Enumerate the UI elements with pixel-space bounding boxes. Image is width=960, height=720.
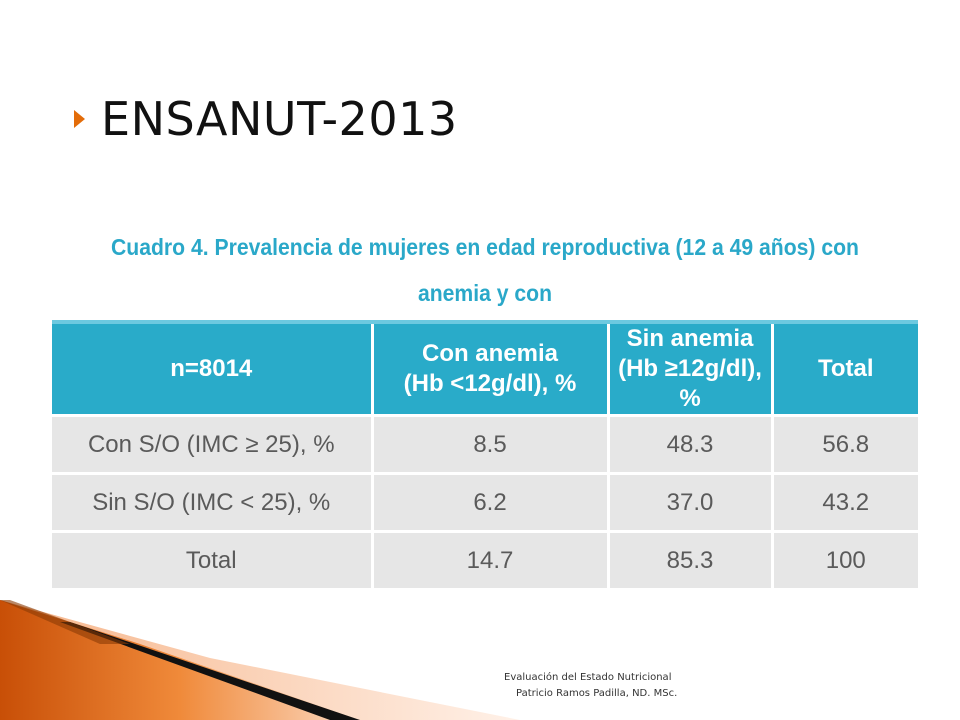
title-bullet-row: ENSANUT-2013 [74, 92, 458, 146]
caption-line-1: Cuadro 4. Prevalencia de mujeres en edad… [111, 234, 859, 306]
cell-value: 48.3 [608, 414, 774, 474]
header-con-anemia: Con anemia (Hb <12g/dl), % [372, 324, 610, 416]
row-label: Sin S/O (IMC < 25), % [52, 472, 374, 532]
cell-value: 8.5 [372, 414, 610, 474]
header-sin-anemia: Sin anemia (Hb ≥12g/dl), % [608, 324, 774, 416]
corner-decoration [0, 600, 520, 720]
cell-value: 43.2 [772, 472, 918, 532]
footer-line-2: Patricio Ramos Padilla, ND. MSc. [516, 688, 678, 699]
data-table-container: n=8014 Con anemia (Hb <12g/dl), % Sin an… [52, 320, 918, 588]
cell-value: 56.8 [772, 414, 918, 474]
header-total: Total [772, 324, 918, 416]
cell-value: 85.3 [608, 530, 774, 588]
prevalence-table: n=8014 Con anemia (Hb <12g/dl), % Sin an… [52, 324, 918, 588]
bullet-arrow-icon [74, 110, 85, 128]
corner-swoosh-shadow [0, 600, 130, 644]
table-caption: Cuadro 4. Prevalencia de mujeres en edad… [87, 224, 884, 362]
row-label: Total [52, 530, 374, 588]
row-label: Con S/O (IMC ≥ 25), % [52, 414, 374, 474]
cell-value: 6.2 [372, 472, 610, 532]
table-row: Sin S/O (IMC < 25), % 6.2 37.0 43.2 [52, 472, 918, 532]
slide-footer: Evaluación del Estado Nutricional Patric… [504, 670, 677, 702]
corner-swoosh-dark [60, 622, 360, 720]
header-n: n=8014 [52, 324, 374, 416]
table-row: Con S/O (IMC ≥ 25), % 8.5 48.3 56.8 [52, 414, 918, 474]
table-header-row: n=8014 Con anemia (Hb <12g/dl), % Sin an… [52, 324, 918, 416]
cell-value: 100 [772, 530, 918, 588]
cell-value: 37.0 [608, 472, 774, 532]
footer-line-1: Evaluación del Estado Nutricional [504, 672, 672, 683]
slide-title: ENSANUT-2013 [101, 92, 458, 146]
cell-value: 14.7 [372, 530, 610, 588]
table-row: Total 14.7 85.3 100 [52, 530, 918, 588]
